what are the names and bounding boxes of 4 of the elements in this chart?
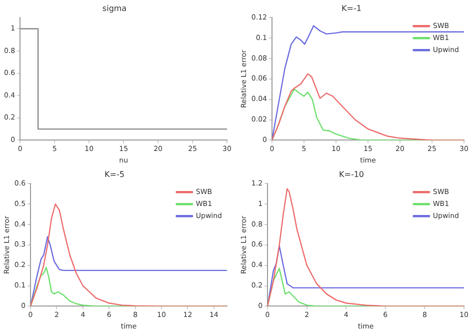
chart-title: K=-5 xyxy=(104,170,124,179)
chart-title: sigma xyxy=(102,4,127,13)
chart-title: K=-1 xyxy=(342,4,362,13)
chart-title: K=-10 xyxy=(338,170,364,179)
